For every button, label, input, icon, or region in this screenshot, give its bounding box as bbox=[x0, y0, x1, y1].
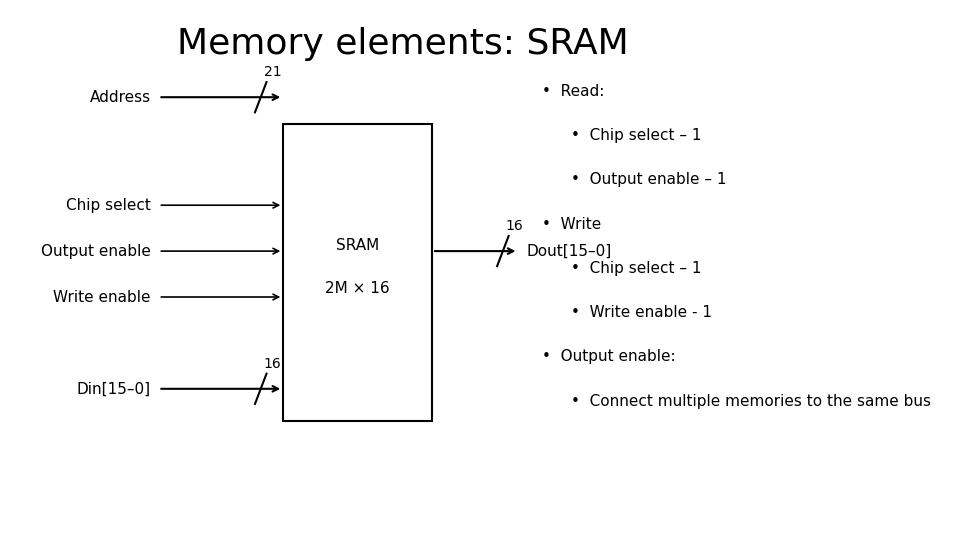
Text: •  Write enable - 1: • Write enable - 1 bbox=[571, 305, 712, 320]
Text: Write enable: Write enable bbox=[53, 289, 151, 305]
Text: •  Chip select – 1: • Chip select – 1 bbox=[571, 261, 702, 276]
Text: Output enable: Output enable bbox=[41, 244, 151, 259]
Bar bbox=[283, 124, 432, 421]
Text: Memory elements: SRAM: Memory elements: SRAM bbox=[178, 27, 629, 61]
Text: 16: 16 bbox=[264, 357, 281, 371]
Text: Din[15–0]: Din[15–0] bbox=[77, 381, 151, 396]
Text: •  Connect multiple memories to the same bus: • Connect multiple memories to the same … bbox=[571, 394, 931, 409]
Text: 2M × 16: 2M × 16 bbox=[325, 281, 390, 296]
Text: 21: 21 bbox=[264, 65, 281, 79]
Text: 16: 16 bbox=[506, 219, 523, 233]
Text: Chip select: Chip select bbox=[66, 198, 151, 213]
Text: •  Output enable:: • Output enable: bbox=[542, 349, 676, 364]
Text: •  Write: • Write bbox=[542, 217, 602, 232]
Text: SRAM: SRAM bbox=[336, 238, 379, 253]
Text: Dout[15–0]: Dout[15–0] bbox=[526, 244, 612, 259]
Text: •  Chip select – 1: • Chip select – 1 bbox=[571, 128, 702, 143]
Text: Address: Address bbox=[89, 90, 151, 105]
Text: •  Read:: • Read: bbox=[542, 84, 605, 99]
Text: •  Output enable – 1: • Output enable – 1 bbox=[571, 172, 727, 187]
